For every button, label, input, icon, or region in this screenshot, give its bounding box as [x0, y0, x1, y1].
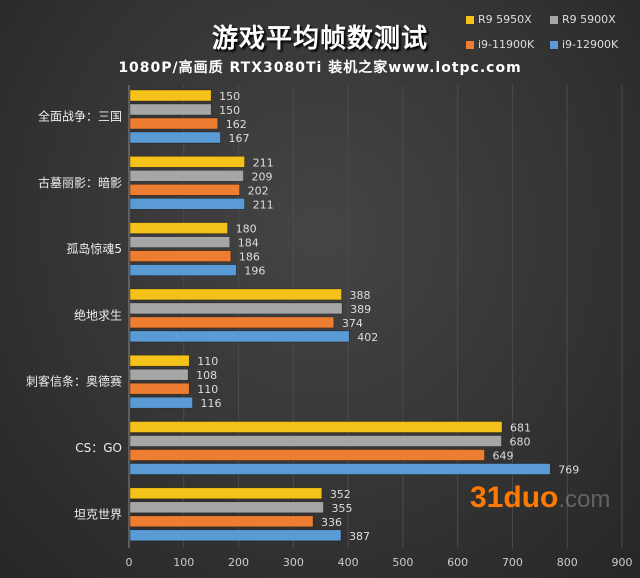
data-label: 649: [493, 450, 514, 463]
bar: [129, 487, 323, 500]
data-label: 355: [331, 502, 352, 515]
data-label: 150: [219, 104, 240, 117]
data-label: 374: [342, 317, 363, 330]
data-label: 211: [253, 198, 274, 211]
bar: [129, 368, 189, 381]
data-label: 116: [201, 397, 222, 410]
legend-swatch: [466, 15, 474, 24]
category-label: 孤岛惊魂5: [66, 241, 122, 256]
bar: [129, 435, 502, 447]
bar: [129, 302, 343, 315]
category-label: CS：GO: [75, 441, 122, 455]
bar: [129, 316, 335, 329]
bar: [129, 449, 485, 461]
data-label: 108: [196, 369, 217, 382]
watermark-suffix: .com: [558, 486, 611, 513]
data-label: 402: [357, 331, 378, 344]
chart-title: 游戏平均帧数测试: [211, 24, 428, 54]
bar: [129, 131, 221, 144]
data-label: 196: [244, 265, 265, 278]
data-label: 209: [251, 170, 272, 183]
bar: [129, 103, 212, 116]
x-tick-label: 900: [612, 556, 633, 569]
bar: [129, 515, 314, 528]
x-tick-label: 800: [557, 556, 578, 569]
legend-item: R9 5900X: [550, 13, 634, 26]
bar: [129, 156, 245, 168]
data-label: 167: [228, 132, 249, 145]
legend-item: R9 5950X: [466, 13, 550, 26]
category-label: 坦克世界: [74, 507, 122, 521]
x-tick-label: 400: [338, 556, 359, 569]
category-label: 全面战争：三国: [38, 109, 122, 124]
data-label: 769: [558, 464, 579, 477]
chart-subtitle: 1080P/高画质 RTX3080Ti 装机之家www.lotpc.com: [118, 60, 522, 76]
legend-label: R9 5900X: [562, 13, 616, 26]
bar: [129, 264, 237, 276]
x-tick-label: 100: [173, 556, 194, 569]
legend-swatch: [466, 40, 474, 49]
data-label: 162: [226, 118, 247, 131]
data-label: 150: [219, 90, 240, 103]
bar: [129, 222, 228, 234]
category-label: 绝地求生: [74, 307, 122, 322]
bar: [129, 501, 324, 514]
data-label: 211: [253, 156, 274, 169]
bar: [129, 330, 350, 343]
legend-item: i9-11900K: [466, 38, 550, 51]
data-label: 186: [239, 251, 260, 264]
legend-label: i9-11900K: [478, 38, 535, 51]
category-label: 古墓丽影：暗影: [38, 175, 122, 190]
x-tick-label: 700: [502, 556, 523, 569]
data-label: 336: [321, 516, 342, 529]
bar: [129, 396, 193, 409]
data-label: 352: [330, 488, 351, 501]
bar: [129, 89, 212, 102]
bar: [129, 354, 190, 367]
data-label: 180: [236, 223, 257, 236]
data-label: 110: [197, 383, 218, 396]
category-label: 刺客信条：奥德赛: [26, 374, 122, 389]
bar: [129, 382, 190, 395]
data-label: 184: [238, 237, 259, 250]
x-tick-label: 0: [126, 556, 133, 569]
data-label: 110: [197, 355, 218, 368]
bar: [129, 529, 342, 542]
watermark-main: 31duo: [470, 481, 559, 514]
x-tick-label: 600: [447, 556, 468, 569]
legend-label: i9-12900K: [562, 38, 619, 51]
bar: [129, 421, 503, 433]
bar: [129, 198, 245, 210]
x-tick-label: 300: [283, 556, 304, 569]
x-tick-label: 500: [392, 556, 413, 569]
bar: [129, 250, 232, 262]
data-label: 387: [349, 530, 370, 543]
bar: [129, 236, 231, 248]
bar: [129, 184, 240, 196]
bar: [129, 170, 244, 182]
data-label: 680: [509, 436, 530, 449]
legend-item: i9-12900K: [550, 38, 634, 51]
bar: [129, 288, 342, 301]
bar: [129, 117, 219, 130]
bar: [129, 463, 551, 475]
data-label: 389: [350, 303, 371, 316]
legend-label: R9 5950X: [478, 13, 532, 26]
legend-swatch: [550, 40, 558, 49]
legend: R9 5950X R9 5900X i9-11900K i9-12900K: [466, 13, 636, 51]
data-label: 202: [248, 184, 269, 197]
data-label: 681: [510, 422, 531, 435]
data-label: 388: [350, 289, 371, 302]
watermark-logo: 31duo.com: [470, 482, 610, 516]
x-tick-label: 200: [228, 556, 249, 569]
legend-swatch: [550, 15, 558, 24]
